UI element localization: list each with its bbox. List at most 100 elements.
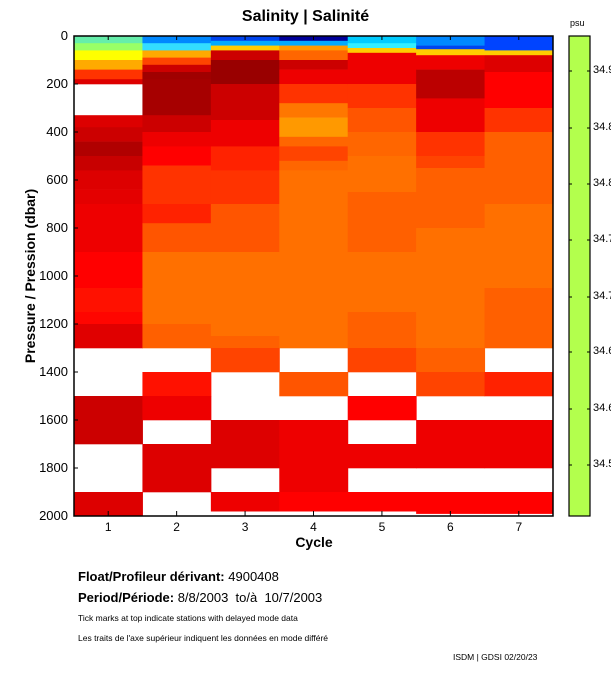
y-tick-label: 1200 — [39, 316, 68, 331]
heatmap-cell — [74, 79, 143, 85]
heatmap-cell — [279, 50, 349, 61]
heatmap-cell — [279, 40, 349, 46]
heatmap-cell — [484, 55, 554, 73]
heatmap-cell — [74, 127, 143, 142]
heatmap-cell — [347, 192, 417, 253]
heatmap-cell — [74, 60, 143, 70]
heatmap-cell — [142, 132, 212, 147]
period-info: Period/Période: 8/8/2003 to/à 10/7/2003 — [78, 590, 322, 605]
heatmap-cell — [484, 204, 554, 289]
heatmap-cell — [279, 84, 349, 104]
heatmap-cell — [416, 98, 486, 133]
heatmap-cell — [142, 115, 212, 133]
heatmap-cell — [210, 492, 280, 512]
heatmap-cell — [210, 204, 280, 253]
heatmap-cell — [210, 84, 280, 121]
heatmap-cell — [279, 170, 349, 349]
y-tick-label: 1800 — [39, 460, 68, 475]
heatmap-cell — [347, 84, 417, 109]
y-tick-label: 0 — [60, 28, 68, 43]
heatmap-cell — [484, 50, 554, 56]
heatmap-cell — [142, 57, 212, 66]
heatmap-cell — [279, 160, 349, 171]
heatmap-cell — [142, 180, 212, 205]
heatmap-cell — [74, 156, 143, 171]
x-tick-label: 5 — [378, 520, 386, 534]
note-french: Les traits de l'axe supérieur indiquent … — [78, 633, 329, 643]
x-tick-label: 4 — [310, 520, 317, 534]
heatmap-cell — [484, 372, 554, 397]
heatmap-cell — [347, 312, 417, 349]
heatmap-cell — [74, 189, 143, 205]
y-tick-label: 2000 — [39, 508, 68, 523]
credit-line: ISDM | GDSI 02/20/23 — [453, 652, 538, 662]
heatmap-cell — [74, 43, 143, 51]
heatmap-cell — [416, 492, 486, 514]
x-tick-label: 6 — [447, 520, 454, 534]
x-tick-label: 7 — [515, 520, 523, 534]
y-tick-label: 400 — [46, 124, 68, 139]
x-tick-label: 3 — [241, 520, 249, 534]
heatmap-cell — [347, 48, 417, 54]
colorbar-tick-label: 34.6 — [593, 402, 611, 414]
heatmap-cell — [142, 223, 212, 253]
heatmap-cell — [416, 132, 486, 157]
heatmap-cell — [210, 348, 280, 373]
x-tick-label: 2 — [173, 520, 180, 534]
heatmap-cell — [347, 396, 417, 421]
heatmap-cell — [142, 43, 212, 51]
heatmap-cell — [416, 420, 486, 469]
heatmap-cell — [484, 132, 554, 205]
heatmap-cell — [142, 50, 212, 58]
heatmap-cell — [279, 492, 349, 512]
colorbar-tick-label: 34.8 — [593, 177, 611, 189]
heatmap-cell — [279, 372, 349, 397]
y-tick-label: 800 — [46, 220, 68, 235]
heatmap-cell — [74, 115, 143, 128]
heatmap-cell — [74, 396, 143, 445]
colorbar — [568, 35, 591, 517]
heatmap-cell — [279, 69, 349, 85]
heatmap-cell — [210, 60, 280, 85]
colorbar-tick-label: 34.6 — [593, 345, 611, 357]
heatmap-cell — [142, 79, 212, 116]
y-tick-label: 1400 — [39, 364, 68, 379]
heatmap-cells — [74, 36, 554, 517]
axes — [74, 35, 520, 517]
heatmap-cell — [416, 36, 486, 46]
colorbar-tick-label: 34.9 — [593, 64, 611, 76]
heatmap-cell — [210, 170, 280, 205]
heatmap-cell — [279, 45, 349, 51]
colorbar-tick-label: 34.7 — [593, 233, 611, 245]
heatmap-cell — [74, 252, 143, 289]
heatmap-cell — [416, 372, 486, 397]
colorbar-tick-label: 34.8 — [593, 121, 611, 133]
heatmap-cell — [347, 348, 417, 373]
heatmap-cell — [210, 146, 280, 171]
heatmap-cell — [74, 312, 143, 325]
heatmap-cell — [347, 52, 417, 85]
heatmap-cell — [484, 36, 554, 51]
heatmap-cell — [484, 288, 554, 349]
heatmap-cell — [416, 45, 486, 50]
y-tick-label: 1600 — [39, 412, 68, 427]
heatmap-cell — [142, 72, 212, 80]
heatmap-cell — [347, 492, 417, 512]
heatmap-cell — [210, 120, 280, 147]
float-value: 4900408 — [228, 569, 279, 584]
heatmap-cell — [279, 60, 349, 70]
heatmap-cell — [484, 420, 554, 469]
heatmap-cell — [279, 420, 349, 493]
heatmap-cell — [279, 136, 349, 147]
heatmap-cell — [142, 165, 212, 181]
heatmap-cell — [416, 348, 486, 373]
colorbar-unit: psu — [570, 18, 585, 28]
heatmap-cell — [347, 156, 417, 193]
period-value: 8/8/2003 to/à 10/7/2003 — [177, 590, 323, 605]
heatmap-cell — [484, 72, 554, 109]
heatmap-cell — [142, 146, 212, 166]
heatmap-cell — [347, 108, 417, 133]
x-axis-label: Cycle — [295, 534, 333, 550]
period-label: Period/Période: — [78, 590, 175, 605]
